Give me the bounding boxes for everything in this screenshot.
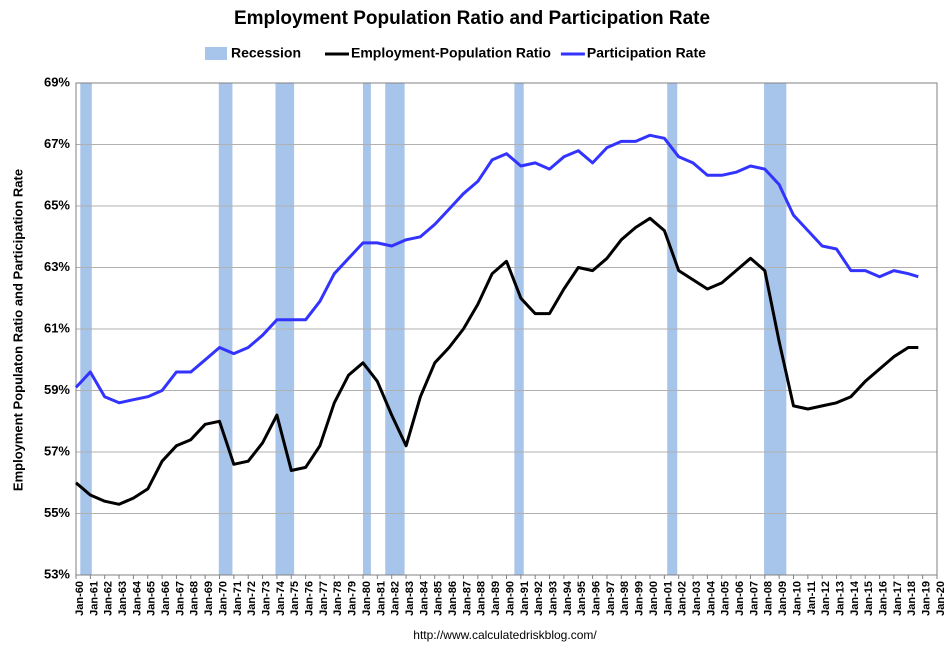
x-tick-label: Jan-91 [519,581,531,616]
x-tick-label: Jan-02 [677,581,689,616]
x-tick-label: Jan-13 [834,581,846,616]
x-tick-label: Jan-99 [634,581,646,616]
x-tick-label: Jan-65 [146,581,158,616]
x-tick-label: Jan-70 [217,581,229,616]
x-tick-label: Jan-83 [404,581,416,616]
x-tick-label: Jan-84 [418,580,430,616]
x-tick-label: Jan-66 [160,581,172,616]
x-tick-label: Jan-88 [476,581,488,616]
x-tick-label: Jan-80 [361,581,373,616]
x-tick-label: Jan-64 [131,580,143,616]
y-tick-label: 61% [44,320,70,335]
x-tick-label: Jan-73 [260,581,272,616]
x-tick-label: Jan-97 [605,581,617,616]
x-tick-label: Jan-60 [74,581,86,616]
x-tick-label: Jan-75 [289,581,301,616]
x-tick-label: Jan-68 [189,581,201,616]
legend-label: Employment-Population Ratio [351,45,551,61]
x-tick-label: Jan-00 [648,581,660,616]
x-tick-label: Jan-79 [347,581,359,616]
x-tick-label: Jan-96 [591,581,603,616]
x-tick-label: Jan-62 [103,581,115,616]
x-tick-label: Jan-90 [504,581,516,616]
x-tick-label: Jan-14 [849,580,861,616]
x-tick-label: Jan-87 [461,581,473,616]
x-tick-label: Jan-98 [619,581,631,616]
x-tick-label: Jan-03 [691,581,703,616]
x-tick-label: Jan-81 [375,581,387,616]
legend-swatch [205,47,227,60]
x-tick-label: Jan-82 [390,581,402,616]
x-tick-label: Jan-08 [763,581,775,616]
y-tick-label: 55% [44,505,70,520]
y-tick-label: 53% [44,566,70,581]
plot-frame [75,82,938,576]
x-tick-label: Jan-63 [117,581,129,616]
x-tick-label: Jan-61 [88,581,100,616]
x-tick-label: Jan-86 [447,581,459,616]
x-tick-label: Jan-95 [576,581,588,616]
y-axis-label: Employment Populaton Ratio and Participa… [10,169,25,491]
x-tick-label: Jan-11 [806,581,818,615]
x-tick-label: Jan-19 [921,581,933,616]
x-tick-label: Jan-04 [705,580,717,616]
x-tick-label: Jan-85 [433,581,445,616]
series-line [75,216,919,506]
x-tick-label: Jan-77 [318,581,330,616]
chart-title: Employment Population Ratio and Particip… [234,8,710,29]
y-tick-label: 59% [44,382,70,397]
x-tick-label: Jan-16 [878,581,890,616]
x-tick-label: Jan-20 [935,581,944,616]
x-tick-label: Jan-72 [246,581,258,616]
x-tick-label: Jan-89 [490,581,502,616]
y-tick-label: 67% [44,136,70,151]
x-tick-label: Jan-67 [174,581,186,616]
source: http://www.calculatedriskblog.com/ [413,628,597,642]
series-line [74,133,919,405]
x-tick-label: Jan-17 [892,581,904,616]
x-tick-label: Jan-76 [304,581,316,616]
y-tick-label: 63% [44,259,70,274]
legend-label: Recession [231,45,301,61]
x-tick-label: Jan-71 [232,581,244,616]
x-tick-label: Jan-05 [720,581,732,616]
x-tick-label: Jan-94 [562,580,574,616]
y-tick-label: 57% [44,443,70,458]
x-tick-label: Jan-69 [203,581,215,616]
x-tick-label: Jan-74 [275,580,287,616]
x-tick-label: Jan-92 [533,581,545,616]
x-tick-label: Jan-15 [863,581,875,616]
x-tick-label: Jan-10 [791,581,803,616]
y-tick-label: 69% [44,74,70,89]
x-tick-label: Jan-06 [734,581,746,616]
x-tick-label: Jan-18 [906,581,918,616]
x-tick-label: Jan-12 [820,581,832,616]
x-tick-label: Jan-78 [332,581,344,616]
x-tick-label: Jan-07 [748,581,760,616]
legend-label: Participation Rate [587,45,706,61]
x-tick-label: Jan-01 [662,581,674,616]
x-tick-label: Jan-09 [777,581,789,616]
y-tick-label: 65% [44,197,70,212]
x-tick-label: Jan-93 [547,581,559,616]
